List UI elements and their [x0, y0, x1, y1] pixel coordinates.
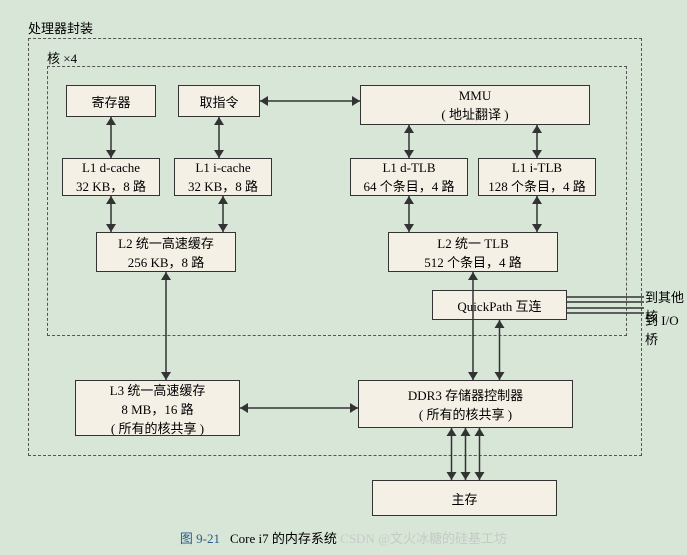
to-io-bridge-label: 到 I/O 桥 [645, 310, 687, 348]
l2-tlb-box: L2 统一 TLB512 个条目，4 路 [388, 232, 558, 272]
quickpath-box: QuickPath 互连 [432, 290, 567, 320]
l1-dcache-box: L1 d-cache32 KB，8 路 [62, 158, 160, 196]
mmu-box: MMU( 地址翻译 ) [360, 85, 590, 125]
l2-cache-box: L2 统一高速缓存256 KB，8 路 [96, 232, 236, 272]
ddr-controller-box: DDR3 存储器控制器( 所有的核共享 ) [358, 380, 573, 428]
l3-cache-box: L3 统一高速缓存8 MB，16 路( 所有的核共享 ) [75, 380, 240, 436]
l1-icache-box: L1 i-cache32 KB，8 路 [174, 158, 272, 196]
registers-box: 寄存器 [66, 85, 156, 117]
package-label: 处理器封装 [28, 18, 93, 37]
fetch-box: 取指令 [178, 85, 260, 117]
core-label: 核 ×4 [47, 48, 77, 67]
l1-itlb-box: L1 i-TLB128 个条目，4 路 [478, 158, 596, 196]
l1-dtlb-box: L1 d-TLB64 个条目，4 路 [350, 158, 468, 196]
figure-caption: 图 9-21Core i7 的内存系统 CSDN @文火冰糖的硅基工坊 [0, 528, 687, 547]
main-memory-box: 主存 [372, 480, 557, 516]
